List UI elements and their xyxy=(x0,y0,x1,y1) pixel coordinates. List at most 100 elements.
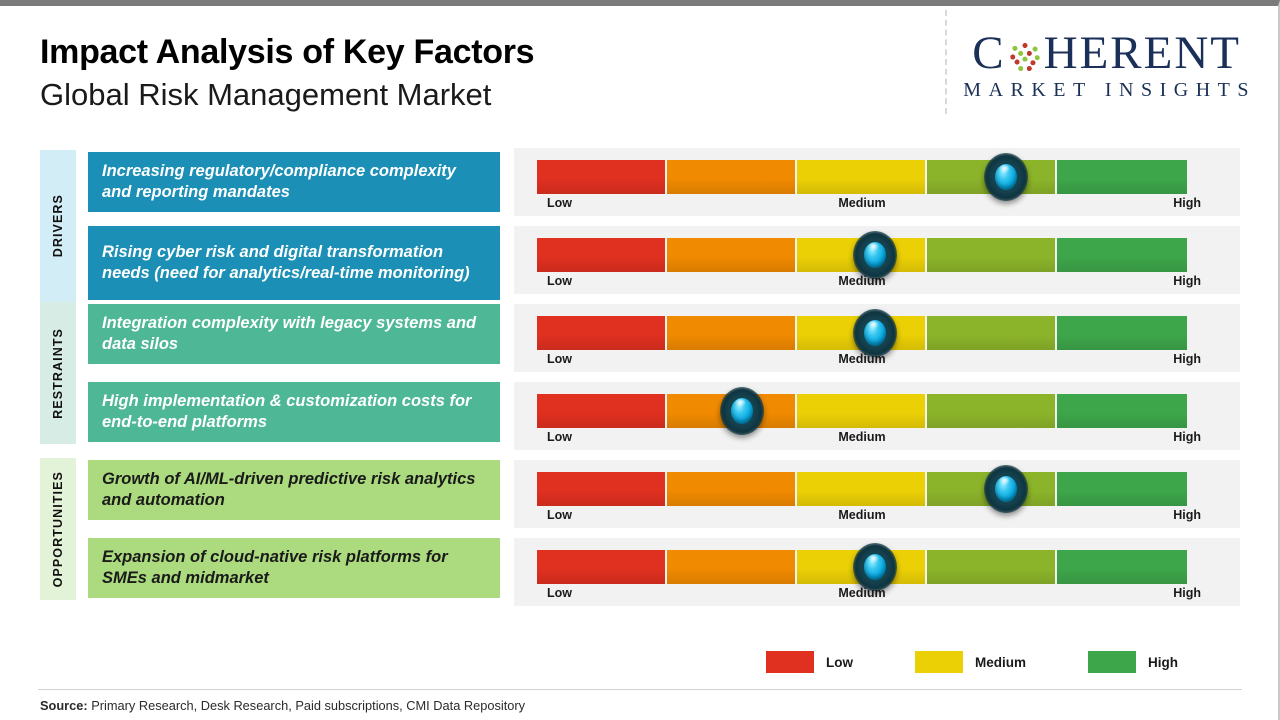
legend-item: Medium xyxy=(915,651,1026,673)
gauge-segment-3 xyxy=(797,394,927,428)
gauge-bar xyxy=(537,394,1187,428)
factor-text: Integration complexity with legacy syste… xyxy=(102,313,477,353)
gauge-segment-2 xyxy=(667,550,797,584)
source-note: Source: Primary Research, Desk Research,… xyxy=(40,698,525,713)
legend: Low Medium High xyxy=(766,651,1178,673)
gauge-segment-5 xyxy=(1057,550,1187,584)
impact-gauge: Low Medium High xyxy=(514,538,1240,606)
gauge-segment-1 xyxy=(537,394,667,428)
scale-label-high: High xyxy=(1173,274,1201,288)
category-label: OPPORTUNITIES xyxy=(51,470,65,588)
scale-label-medium: Medium xyxy=(838,508,886,522)
factor-box: Expansion of cloud-native risk platforms… xyxy=(88,538,500,598)
scale-label-medium: Medium xyxy=(838,586,886,600)
dotted-globe-icon xyxy=(1006,38,1043,75)
factor-text: Expansion of cloud-native risk platforms… xyxy=(102,547,448,587)
gauge-segment-5 xyxy=(1057,238,1187,272)
logo-letter-c: C xyxy=(972,27,1006,79)
gauge-segment-4 xyxy=(927,394,1057,428)
category-band-fill: RESTRAINTS xyxy=(40,302,76,444)
gauge-segment-5 xyxy=(1057,316,1187,350)
scale-label-low: Low xyxy=(547,196,572,210)
impact-gauge: Low Medium High xyxy=(514,148,1240,216)
scale-label-low: Low xyxy=(547,586,572,600)
gauge-bar xyxy=(537,472,1187,506)
impact-marker[interactable] xyxy=(984,465,1029,513)
impact-gauge: Low Medium High xyxy=(514,304,1240,372)
scale-label-medium: Medium xyxy=(838,352,886,366)
gauge-segment-5 xyxy=(1057,160,1187,194)
legend-item: Low xyxy=(766,651,853,673)
impact-marker[interactable] xyxy=(853,309,897,357)
impact-marker[interactable] xyxy=(984,153,1029,201)
impact-gauge: Low Medium High xyxy=(514,226,1240,294)
category-band-fill: DRIVERS xyxy=(40,150,76,302)
category-label: DRIVERS xyxy=(51,194,65,258)
source-text: Primary Research, Desk Research, Paid su… xyxy=(91,698,526,713)
gauge-segment-3 xyxy=(797,160,927,194)
factor-box: Integration complexity with legacy syste… xyxy=(88,304,500,364)
scale-label-high: High xyxy=(1173,430,1201,444)
gauge-scale-labels: Low Medium High xyxy=(537,274,1201,294)
gauge-segment-1 xyxy=(537,238,667,272)
gauge-scale-labels: Low Medium High xyxy=(537,586,1201,606)
gauge-scale-labels: Low Medium High xyxy=(537,352,1201,372)
legend-label: Low xyxy=(826,654,853,670)
gauge-segment-5 xyxy=(1057,394,1187,428)
company-logo: C HERENT MARKET INSIGHTS xyxy=(957,30,1256,102)
category-band-opportunities: OPPORTUNITIES xyxy=(40,458,76,600)
gauge-segment-1 xyxy=(537,472,667,506)
factor-box: Growth of AI/ML-driven predictive risk a… xyxy=(88,460,500,520)
gauge-segment-2 xyxy=(667,238,797,272)
legend-swatch xyxy=(915,651,963,673)
gauge-segment-1 xyxy=(537,550,667,584)
factor-box: Increasing regulatory/compliance complex… xyxy=(88,152,500,212)
impact-gauge: Low Medium High xyxy=(514,460,1240,528)
scale-label-medium: Medium xyxy=(838,196,886,210)
category-band-drivers: DRIVERS xyxy=(40,150,76,302)
source-label: Source: xyxy=(40,698,88,713)
scale-label-medium: Medium xyxy=(838,274,886,288)
gauge-scale-labels: Low Medium High xyxy=(537,430,1201,450)
factor-box: Rising cyber risk and digital transforma… xyxy=(88,226,500,300)
gauge-segment-4 xyxy=(927,238,1057,272)
gauge-segment-2 xyxy=(667,472,797,506)
scale-label-low: Low xyxy=(547,508,572,522)
factor-text: Increasing regulatory/compliance complex… xyxy=(102,161,456,201)
scale-label-high: High xyxy=(1173,586,1201,600)
factor-text: Rising cyber risk and digital transforma… xyxy=(102,242,470,282)
impact-marker[interactable] xyxy=(853,231,897,279)
legend-swatch xyxy=(766,651,814,673)
page-subtitle: Global Risk Management Market xyxy=(40,77,492,113)
gauge-segment-4 xyxy=(927,550,1057,584)
header-divider xyxy=(945,10,947,114)
logo-wordmark: C HERENT xyxy=(957,30,1256,77)
header: Impact Analysis of Key Factors Global Ri… xyxy=(40,32,535,113)
impact-marker[interactable] xyxy=(719,387,764,435)
gauge-bar xyxy=(537,238,1187,272)
factor-text: Growth of AI/ML-driven predictive risk a… xyxy=(102,469,476,509)
gauge-scale-labels: Low Medium High xyxy=(537,196,1201,216)
legend-label: Medium xyxy=(975,654,1027,670)
scale-label-high: High xyxy=(1173,508,1201,522)
gauge-segment-1 xyxy=(537,160,667,194)
factor-box: High implementation & customization cost… xyxy=(88,382,500,442)
logo-letters-herent: HERENT xyxy=(1043,27,1242,79)
gauge-scale-labels: Low Medium High xyxy=(537,508,1201,528)
legend-label: High xyxy=(1148,654,1179,670)
factor-text: High implementation & customization cost… xyxy=(102,391,472,431)
scale-label-low: Low xyxy=(547,274,572,288)
footer-divider xyxy=(38,689,1242,690)
scale-label-medium: Medium xyxy=(838,430,886,444)
gauge-segment-2 xyxy=(667,160,797,194)
gauge-segment-2 xyxy=(667,316,797,350)
impact-marker[interactable] xyxy=(853,543,897,591)
scale-label-low: Low xyxy=(547,352,572,366)
category-band-fill: OPPORTUNITIES xyxy=(40,458,76,600)
legend-swatch xyxy=(1088,651,1137,673)
gauge-bar xyxy=(537,160,1187,194)
impact-gauge: Low Medium High xyxy=(514,382,1240,450)
scale-label-high: High xyxy=(1173,352,1201,366)
gauge-segment-4 xyxy=(927,316,1057,350)
